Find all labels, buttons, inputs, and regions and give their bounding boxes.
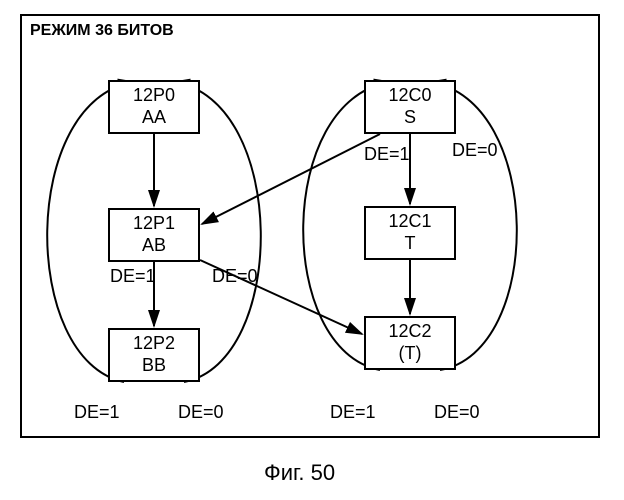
node-12p2-l2: BB (142, 355, 166, 377)
node-12p0-l2: AA (142, 107, 166, 129)
label-de0-m: DE=0 (212, 266, 258, 287)
node-12p1-l1: 12P1 (133, 213, 175, 235)
node-12c0-l2: S (404, 107, 416, 129)
node-12c1: 12C1 T (364, 206, 456, 260)
node-12c2-l2: (T) (399, 343, 422, 365)
node-12c0: 12C0 S (364, 80, 456, 134)
label-de1-l: DE=1 (110, 266, 156, 287)
label-de0-br: DE=0 (434, 402, 480, 423)
node-12p1: 12P1 AB (108, 208, 200, 262)
label-de1-br: DE=1 (330, 402, 376, 423)
node-12c1-l1: 12C1 (388, 211, 431, 233)
diagram-root: РЕЖИМ 36 БИТОВ 12P0 AA 12P1 AB 12 (0, 0, 624, 500)
node-12p2: 12P2 BB (108, 328, 200, 382)
frame-title: РЕЖИМ 36 БИТОВ (30, 22, 174, 40)
node-12p2-l1: 12P2 (133, 333, 175, 355)
node-12p1-l2: AB (142, 235, 166, 257)
figure-caption: Фиг. 50 (264, 460, 335, 486)
label-de0-bl: DE=0 (178, 402, 224, 423)
label-de1-bl: DE=1 (74, 402, 120, 423)
node-12p0-l1: 12P0 (133, 85, 175, 107)
label-de0-r: DE=0 (452, 140, 498, 161)
node-12c0-l1: 12C0 (388, 85, 431, 107)
node-12c1-l2: T (405, 233, 416, 255)
outer-frame (20, 14, 600, 438)
node-12c2: 12C2 (T) (364, 316, 456, 370)
node-12c2-l1: 12C2 (388, 321, 431, 343)
node-12p0: 12P0 AA (108, 80, 200, 134)
label-de1-r: DE=1 (364, 144, 410, 165)
